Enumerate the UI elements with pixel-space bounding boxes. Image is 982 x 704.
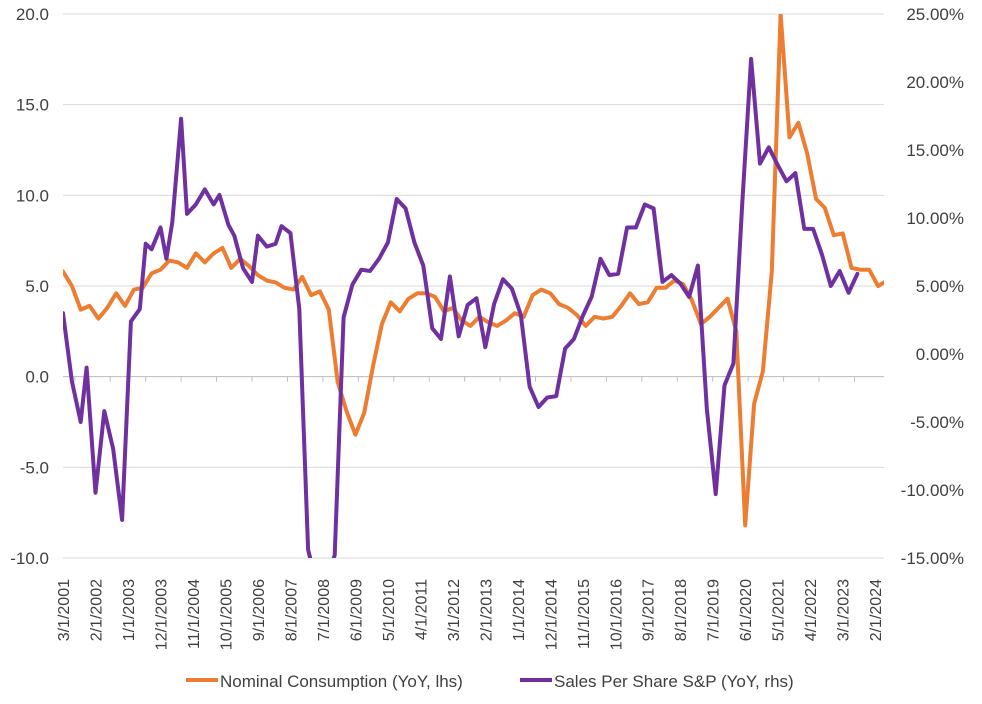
- x-tick-label: 4/1/2022: [803, 579, 820, 641]
- x-tick-label: 6/1/2009: [348, 579, 365, 641]
- right-tick-label: -15.00%: [901, 549, 964, 568]
- x-tick-label: 12/1/2003: [153, 579, 170, 650]
- x-tick-label: 9/1/2017: [641, 579, 658, 641]
- right-axis: -15.00% -10.00% -5.00% 0.00% 5.00% 10.00% 15.0…: [901, 5, 964, 568]
- right-tick-label: -5.00%: [910, 413, 964, 432]
- x-axis: 3/1/2001 2/1/2002 1/1/2003 12/1/2003 11/1/20…: [56, 376, 885, 650]
- legend: Nominal Consumption (YoY, lhs) Sales Per …: [186, 672, 794, 691]
- left-axis: -10.0 -5.0 0.0 5.0 10.0 15.0 20.0: [10, 5, 49, 568]
- left-tick-label: 0.0: [25, 368, 49, 387]
- left-tick-label: 10.0: [16, 186, 49, 205]
- right-tick-label: 10.00%: [906, 209, 964, 228]
- x-tick-label: 10/1/2005: [218, 579, 235, 650]
- right-tick-label: 5.00%: [916, 277, 964, 296]
- x-tick-label: 11/1/2015: [576, 579, 593, 649]
- x-tick-label: 11/1/2004: [186, 579, 203, 649]
- left-tick-label: 20.0: [16, 5, 49, 24]
- x-tick-label: 12/1/2014: [543, 579, 560, 650]
- series-line-1: [63, 14, 884, 528]
- x-tick-label: 10/1/2016: [608, 579, 625, 650]
- right-tick-label: 15.00%: [906, 141, 964, 160]
- left-tick-label: 15.0: [16, 96, 49, 115]
- right-tick-label: 20.00%: [906, 73, 964, 92]
- x-tick-label: 5/1/2010: [381, 579, 398, 641]
- legend-label: Sales Per Share S&P (YoY, rhs): [554, 672, 794, 691]
- right-tick-label: 0.00%: [916, 345, 964, 364]
- x-tick-label: 4/1/2011: [413, 579, 430, 640]
- x-tick-label: 3/1/2023: [836, 579, 853, 641]
- x-tick-label: 1/1/2003: [121, 579, 138, 641]
- right-tick-label: -10.00%: [901, 481, 964, 500]
- x-tick-label: 3/1/2001: [56, 579, 73, 641]
- x-tick-label: 2/1/2013: [478, 579, 495, 641]
- left-tick-label: -5.0: [20, 458, 49, 477]
- left-tick-label: -10.0: [10, 549, 49, 568]
- x-tick-label: 7/1/2019: [706, 579, 723, 641]
- x-tick-label: 8/1/2007: [283, 579, 300, 641]
- x-tick-label: 2/1/2024: [868, 579, 885, 641]
- gridlines: [63, 13, 884, 559]
- legend-label: Nominal Consumption (YoY, lhs): [220, 672, 463, 691]
- x-tick-label: 6/1/2020: [738, 579, 755, 641]
- x-tick-label: 5/1/2021: [771, 579, 788, 641]
- x-tick-label: 1/1/2014: [511, 579, 528, 641]
- x-tick-label: 8/1/2018: [673, 579, 690, 641]
- x-tick-label: 9/1/2006: [251, 579, 268, 641]
- series-layer: [63, 14, 884, 558]
- x-tick-label: 3/1/2012: [446, 579, 463, 641]
- left-tick-label: 5.0: [25, 277, 49, 296]
- x-tick-label: 2/1/2002: [88, 579, 105, 641]
- x-tick-label: 7/1/2008: [316, 579, 333, 641]
- series-line-2: [63, 56, 860, 558]
- right-tick-label: 25.00%: [906, 5, 964, 24]
